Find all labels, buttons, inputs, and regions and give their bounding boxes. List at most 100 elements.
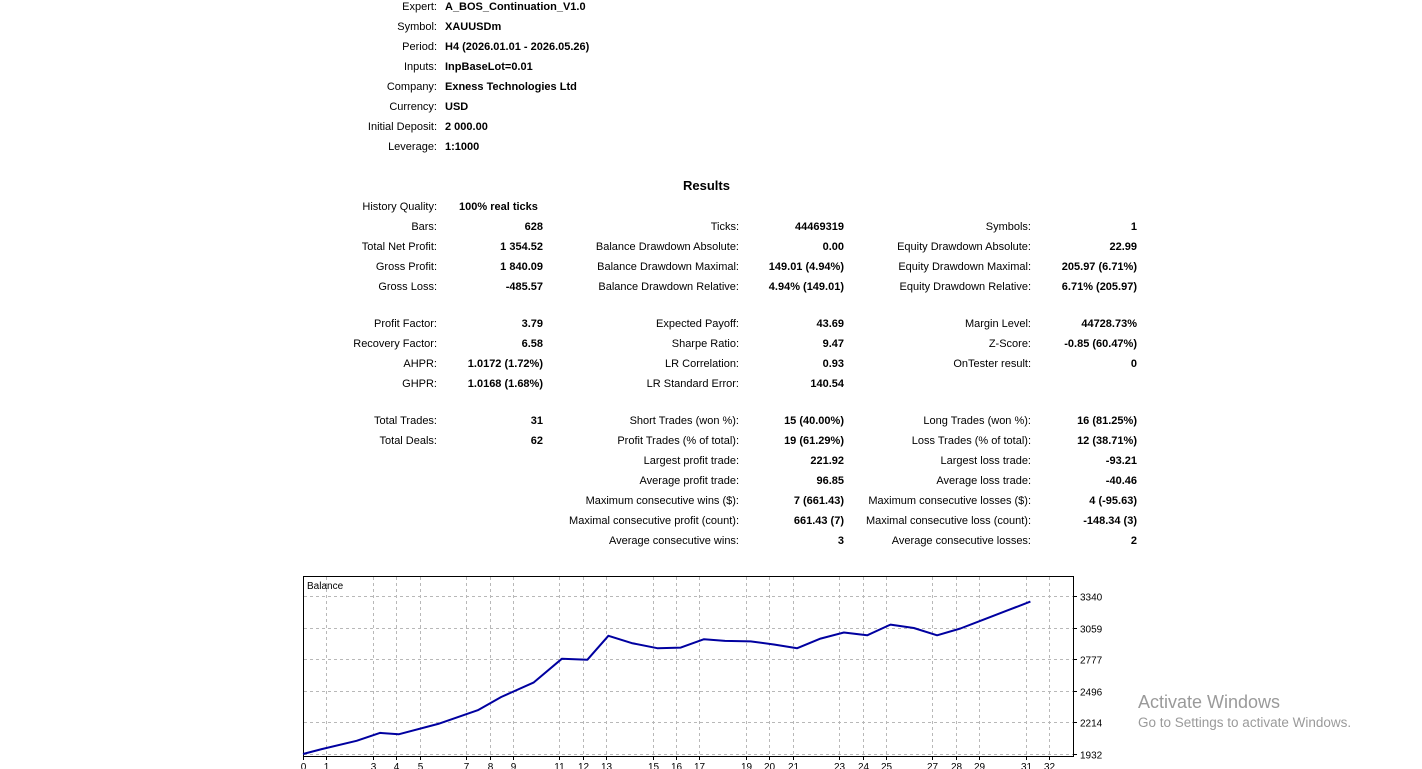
symbol-value: XAUUSDm: [445, 21, 502, 33]
gross-profit-value: 1 840.09: [500, 261, 543, 273]
expert-label: Expert:: [402, 1, 437, 13]
x-tick-label: 21: [788, 762, 800, 769]
leverage-label: Leverage:: [388, 141, 437, 153]
initial-deposit-label: Initial Deposit:: [367, 121, 437, 133]
gross-profit-label: Gross Profit:: [375, 261, 437, 273]
gross-loss-label: Gross Loss:: [378, 281, 437, 293]
loss-trades-label: Loss Trades (% of total):: [911, 435, 1031, 447]
total-deals-label: Total Deals:: [379, 435, 437, 447]
avg-consecutive-losses-value: 2: [1130, 535, 1137, 547]
z-score-value: -0.85 (60.47%): [1064, 338, 1137, 350]
ghpr-value: 1.0168 (1.68%): [467, 378, 543, 390]
y-tick-label: 2214: [1080, 719, 1103, 730]
max-consecutive-loss-value: -148.34 (3): [1083, 515, 1137, 527]
symbol-label: Symbol:: [397, 21, 437, 33]
x-tick-label: 23: [834, 762, 846, 769]
ahpr-label: AHPR:: [403, 358, 437, 370]
x-tick-label: 15: [648, 762, 660, 769]
x-tick-label: 17: [694, 762, 706, 769]
margin-level-value: 44728.73%: [1081, 318, 1137, 330]
z-score-label: Z-Score:: [988, 338, 1031, 350]
x-tick-label: 24: [858, 762, 870, 769]
y-tick-label: 2777: [1080, 656, 1103, 667]
profit-trades-value: 19 (61.29%): [784, 435, 844, 447]
lr-standard-error-label: LR Standard Error:: [646, 378, 739, 390]
recovery-factor-value: 6.58: [521, 338, 543, 350]
equity-dd-absolute-label: Equity Drawdown Absolute:: [897, 241, 1031, 253]
largest-profit-trade-label: Largest profit trade:: [643, 455, 739, 467]
x-tick-label: 31: [1021, 762, 1033, 769]
max-consecutive-profit-label: Maximal consecutive profit (count):: [569, 515, 739, 527]
short-trades-value: 15 (40.00%): [784, 415, 844, 427]
bars-label: Bars:: [411, 221, 437, 233]
sharpe-ratio-value: 9.47: [822, 338, 844, 350]
profit-trades-label: Profit Trades (% of total):: [617, 435, 739, 447]
history-quality-label: History Quality:: [362, 201, 437, 213]
equity-dd-relative-label: Equity Drawdown Relative:: [899, 281, 1031, 293]
x-tick-label: 0: [301, 762, 307, 769]
total-net-profit-label: Total Net Profit:: [361, 241, 437, 253]
largest-loss-trade-value: -93.21: [1105, 455, 1137, 467]
inputs-value: InpBaseLot=0.01: [445, 61, 533, 73]
loss-trades-value: 12 (38.71%): [1077, 435, 1137, 447]
ghpr-label: GHPR:: [402, 378, 437, 390]
x-tick-label: 7: [464, 762, 470, 769]
lr-correlation-label: LR Correlation:: [665, 358, 739, 370]
expert-value: A_BOS_Continuation_V1.0: [445, 1, 586, 13]
y-tick-label: 1932: [1080, 751, 1103, 762]
max-consecutive-wins-value: 7 (661.43): [793, 495, 844, 507]
y-tick-label: 2496: [1080, 688, 1103, 699]
watermark-title: Activate Windows: [1138, 692, 1281, 712]
x-tick-label: 4: [394, 762, 400, 769]
x-tick-label: 3: [371, 762, 377, 769]
expected-payoff-label: Expected Payoff:: [656, 318, 739, 330]
x-tick-label: 20: [764, 762, 776, 769]
avg-consecutive-losses-label: Average consecutive losses:: [891, 535, 1031, 547]
x-tick-label: 5: [418, 762, 424, 769]
gross-loss-value: -485.57: [505, 281, 543, 293]
x-tick-label: 9: [511, 762, 517, 769]
equity-dd-absolute-value: 22.99: [1109, 241, 1137, 253]
x-tick-label: 16: [671, 762, 683, 769]
lr-correlation-value: 0.93: [822, 358, 844, 370]
equity-dd-relative-value: 6.71% (205.97): [1061, 281, 1137, 293]
x-tick-label: 29: [974, 762, 986, 769]
ontester-result-value: 0: [1130, 358, 1137, 370]
period-label: Period:: [402, 41, 437, 53]
average-profit-trade-label: Average profit trade:: [639, 475, 739, 487]
max-consecutive-profit-value: 661.43 (7): [793, 515, 844, 527]
x-tick-label: 27: [927, 762, 939, 769]
average-loss-trade-value: -40.46: [1105, 475, 1137, 487]
y-tick-label: 3340: [1080, 593, 1103, 604]
x-tick-label: 28: [951, 762, 963, 769]
average-profit-trade-value: 96.85: [816, 475, 844, 487]
balance-dd-absolute-label: Balance Drawdown Absolute:: [595, 241, 739, 253]
ticks-value: 44469319: [795, 221, 844, 233]
symbols-label: Symbols:: [985, 221, 1031, 233]
watermark-subtitle: Go to Settings to activate Windows.: [1138, 715, 1352, 730]
balance-dd-relative-value: 4.94% (149.01): [768, 281, 844, 293]
lr-standard-error-value: 140.54: [810, 378, 844, 390]
x-tick-label: 12: [578, 762, 590, 769]
history-quality-value: 100% real ticks: [459, 201, 538, 213]
largest-profit-trade-value: 221.92: [810, 455, 844, 467]
y-tick-label: 3059: [1080, 625, 1103, 636]
total-net-profit-value: 1 354.52: [500, 241, 543, 253]
sharpe-ratio-label: Sharpe Ratio:: [671, 338, 739, 350]
profit-factor-value: 3.79: [521, 318, 543, 330]
x-tick-label: 13: [601, 762, 613, 769]
results-title: Results: [683, 178, 730, 193]
balance-dd-maximal-label: Balance Drawdown Maximal:: [597, 261, 739, 273]
activate-windows-watermark: Activate Windows Go to Settings to activ…: [1138, 692, 1351, 730]
profit-factor-label: Profit Factor:: [374, 318, 437, 330]
x-tick-label: 19: [741, 762, 753, 769]
balance-dd-absolute-value: 0.00: [822, 241, 844, 253]
total-trades-value: 31: [530, 415, 543, 427]
equity-dd-maximal-value: 205.97 (6.71%): [1061, 261, 1137, 273]
balance-dd-maximal-value: 149.01 (4.94%): [768, 261, 844, 273]
company-label: Company:: [386, 81, 437, 93]
max-consecutive-losses-label: Maximum consecutive losses ($):: [868, 495, 1031, 507]
period-value: H4 (2026.01.01 - 2026.05.26): [445, 41, 590, 53]
avg-consecutive-wins-label: Average consecutive wins:: [608, 535, 739, 547]
